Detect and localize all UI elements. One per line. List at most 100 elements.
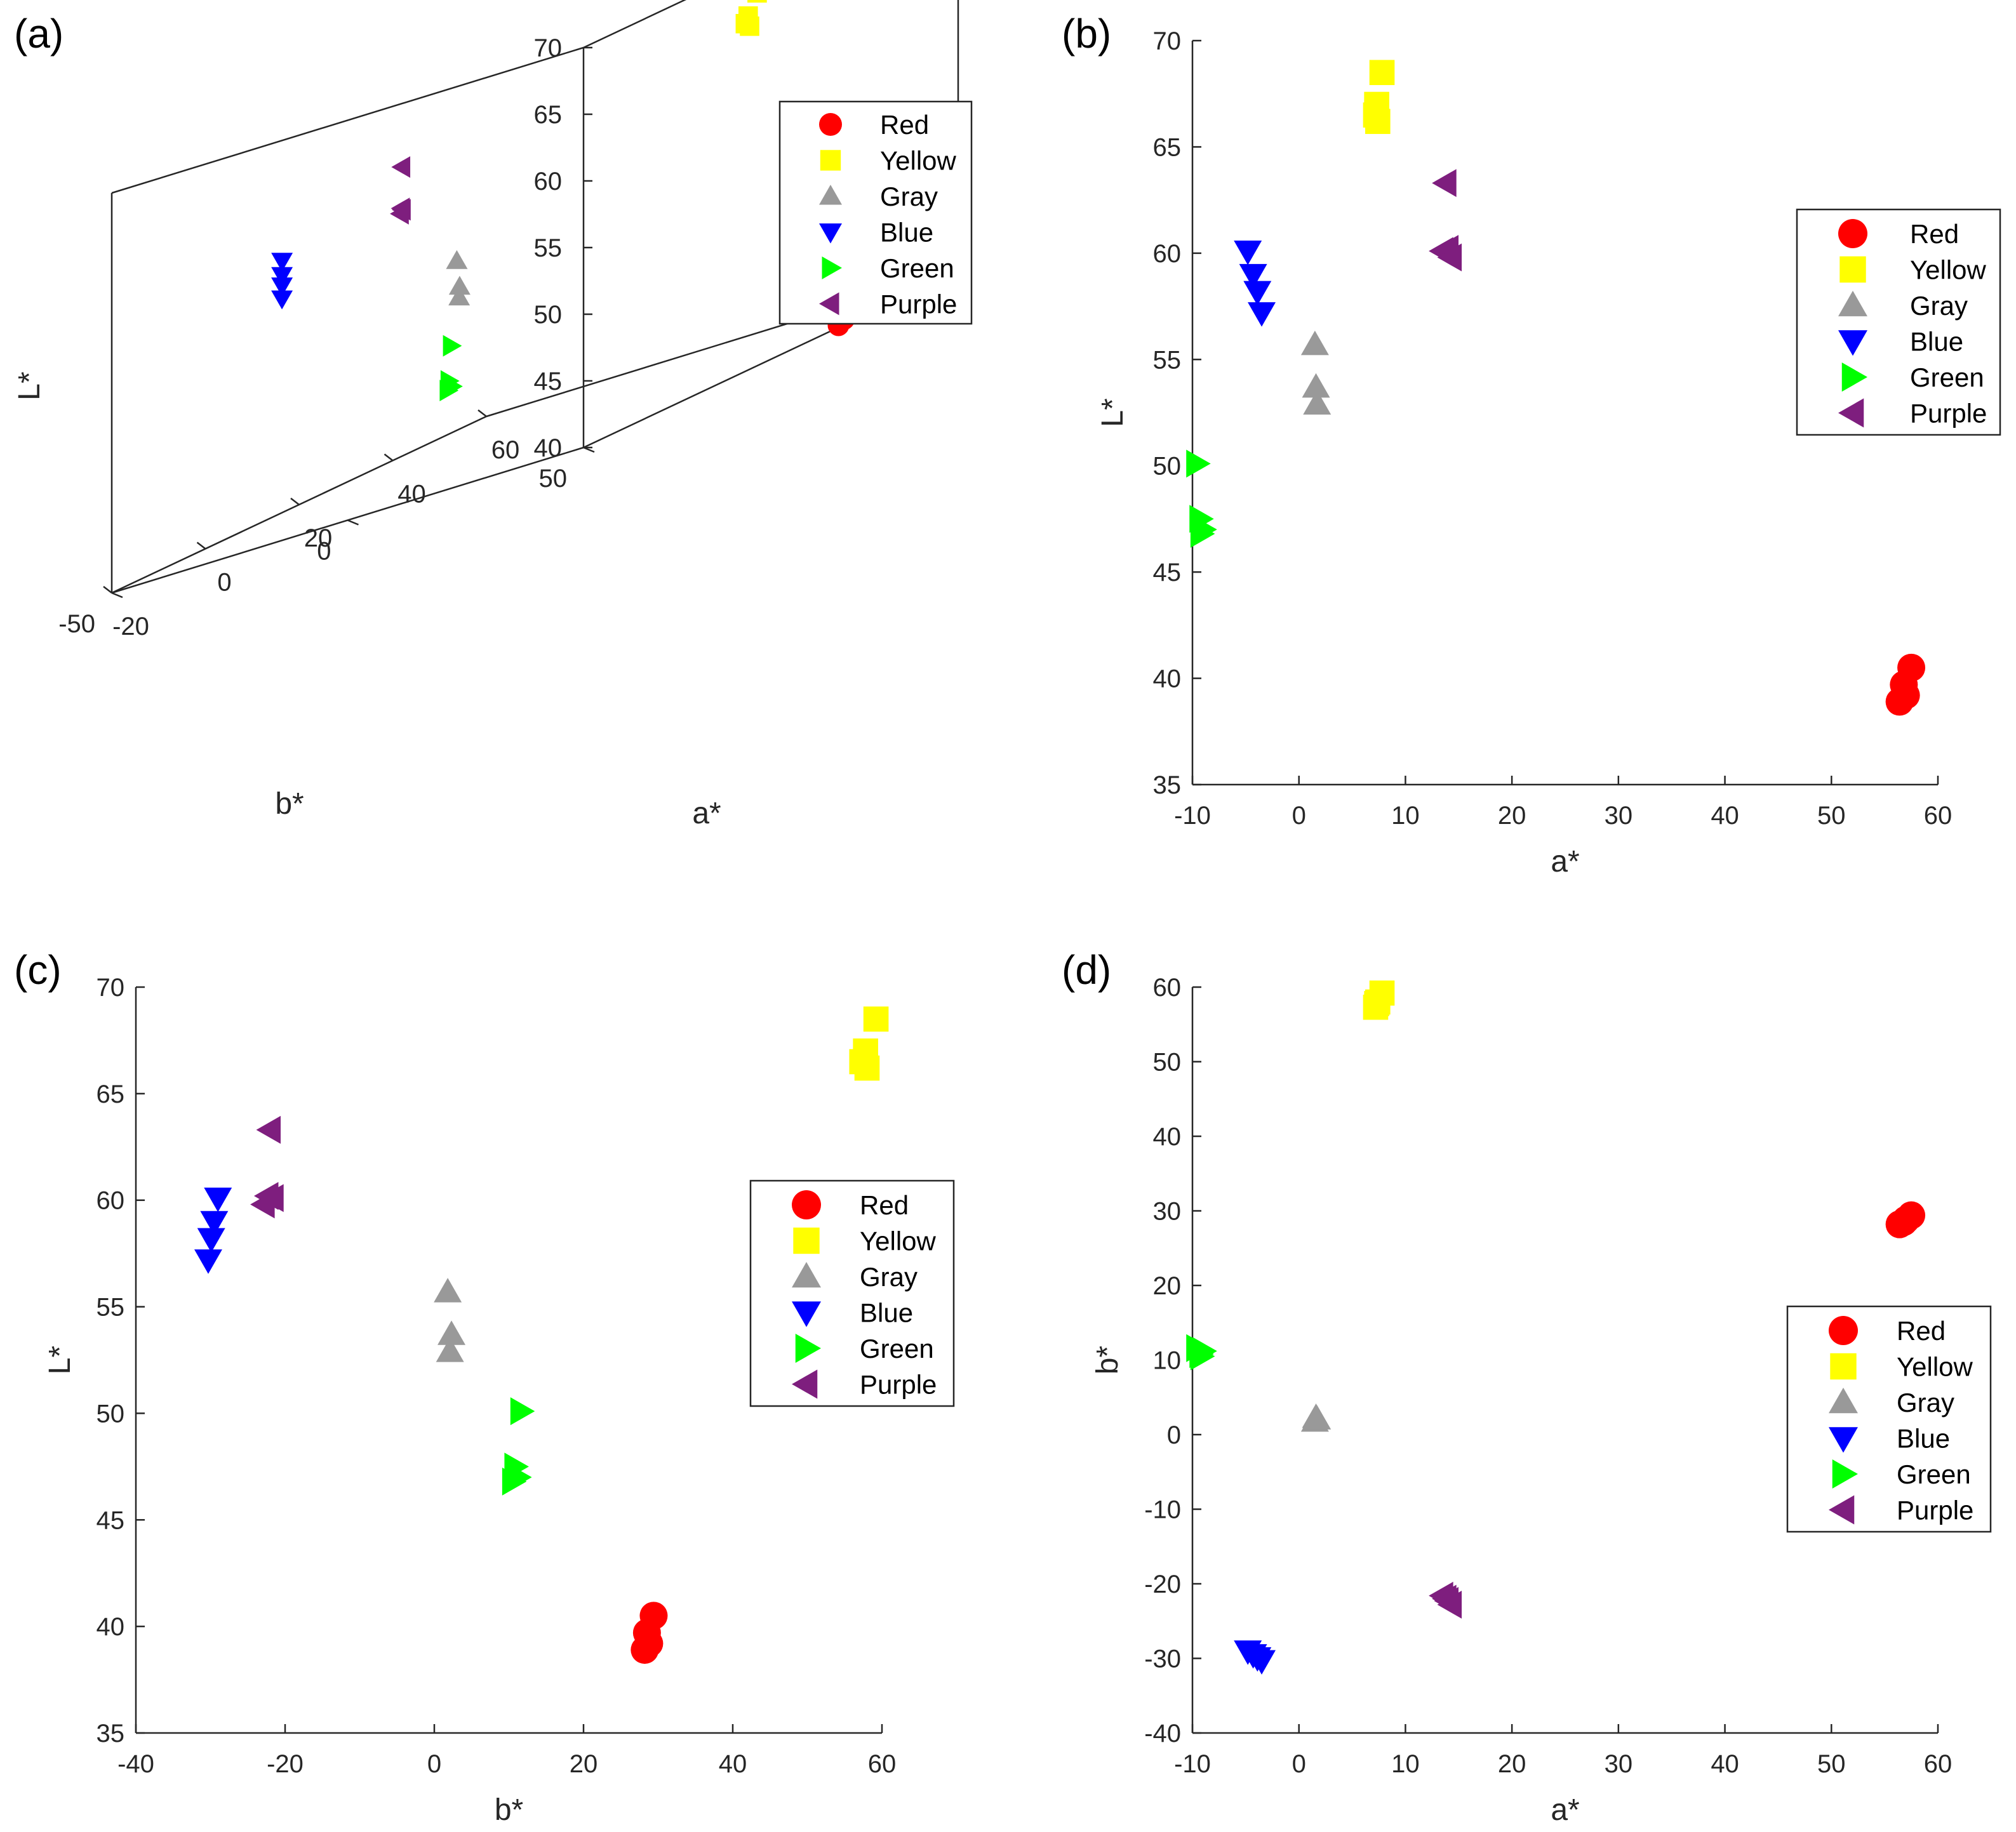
point-purple [1437,1590,1462,1619]
y-tick-label: 35 [1153,771,1182,799]
legend-marker-green [1832,1459,1858,1489]
point-blue [1248,302,1276,327]
panel-d: (d) -10 0 10 20 30 40 50 60 -40 -30 -20 -10 0 10 20 30 40… [1062,947,1992,1827]
z-axis-label: L* [13,371,46,400]
legend-label-purple: Purple [1897,1496,1973,1525]
legend-label-gray: Gray [1910,291,1968,321]
x-tick-mark [103,586,112,594]
x-tick-label: -20 [112,613,149,641]
x-tick-label: 0 [1292,1750,1306,1778]
legend-label-red: Red [880,110,929,140]
point-yellow [747,0,767,3]
x-tick-label: -10 [1174,802,1211,830]
legend-marker-red [1838,219,1867,248]
x-tick-label: 60 [1924,802,1953,830]
legend-label-yellow: Yellow [1910,255,1987,285]
x-tick-label: 0 [1292,802,1306,830]
legend-label-blue: Blue [1897,1424,1950,1454]
point-purple [1437,243,1462,272]
legend-box [1786,1305,1992,1533]
point-yellow [1365,109,1391,135]
x-tick-mark [290,498,300,505]
y-tick-label: 60 [1153,240,1182,268]
legend-label-purple: Purple [860,1370,937,1400]
legend-marker-purple [1829,1495,1855,1525]
legend-marker-purple [792,1369,818,1399]
y-tick-label: 55 [97,1294,125,1322]
legend-marker-gray [792,1262,821,1288]
legend-label-yellow: Yellow [880,146,957,176]
point-blue [1248,1650,1276,1675]
y-tick-label: 55 [1153,346,1182,374]
point-green [439,380,459,402]
legend-box [778,100,973,325]
y-tick-label: 70 [1153,27,1182,55]
y-tick-label: 50 [1153,1049,1182,1077]
y-tick-label: 0 [1167,1421,1181,1449]
legend-label-gray: Gray [880,182,938,211]
y-tick-mark [111,592,123,599]
point-gray [436,1337,464,1362]
point-blue [1243,281,1272,306]
x-tick-label: 40 [1711,802,1739,830]
y-tick-label: 20 [1153,1272,1182,1300]
point-purple [250,1190,275,1219]
legend-label-purple: Purple [880,289,957,319]
legend-label-green: Green [1910,362,1984,392]
legend-marker-gray [1829,1388,1858,1414]
legend-box [1796,208,2001,436]
y-axis-label: L* [1096,398,1130,427]
box-edge [111,46,584,194]
y-tick-mark [347,519,359,526]
point-green [1190,1342,1215,1371]
y-tick-label: 50 [97,1400,125,1428]
x-tick-mark [384,453,394,461]
point-blue [204,1187,232,1212]
x-axis-label: a* [1551,1793,1579,1827]
point-yellow [1365,989,1391,1015]
x-tick-label: 30 [1605,1750,1633,1778]
x-tick-label: -40 [117,1750,154,1778]
point-blue [197,1228,225,1253]
legend-label-yellow: Yellow [1897,1352,1973,1382]
legend-marker-purple [819,292,839,315]
x-tick-label: 40 [1711,1750,1739,1778]
point-blue [1239,263,1267,289]
legend: Red Yellow Gray Blue Green Purple [1796,208,2001,436]
x-tick-label: 50 [1817,1750,1846,1778]
x-axis-label: a* [1551,845,1579,879]
y-tick-label: 60 [1153,974,1182,1002]
legend-label-green: Green [860,1334,934,1364]
legend: Red Yellow Gray Blue Green Purple [778,100,973,325]
point-yellow [863,1006,889,1032]
point-green [502,1467,527,1496]
z-tick-label: 40 [534,434,563,462]
point-yellow [1369,60,1395,86]
y-tick-label: -40 [1144,1720,1181,1748]
y-tick-label: 45 [97,1506,125,1534]
legend: Red Yellow Gray Blue Green Purple [749,1179,955,1407]
y-tick-label: 35 [97,1720,125,1748]
point-blue [271,290,293,310]
point-blue [271,277,293,296]
legend-marker-gray [1838,291,1867,317]
point-red [1892,681,1920,710]
point-gray [1302,373,1330,398]
legend-marker-green [795,1334,821,1363]
box-edge [583,0,687,49]
x-tick-label: 40 [397,481,426,508]
y-tick-label: 40 [1153,1123,1182,1151]
legend-marker-red [1829,1316,1858,1345]
point-gray [448,286,471,306]
y-tick-label: 10 [1153,1347,1182,1375]
legend-label-blue: Blue [1910,327,1963,357]
point-blue [194,1249,222,1274]
y-tick-label: 0 [317,538,331,566]
x-tick-mark [196,541,206,550]
x-tick-mark [477,409,487,417]
point-gray [1300,330,1329,355]
x-tick-label: 30 [1605,802,1633,830]
x-tick-label: 0 [427,1750,441,1778]
legend-marker-green [822,256,842,279]
